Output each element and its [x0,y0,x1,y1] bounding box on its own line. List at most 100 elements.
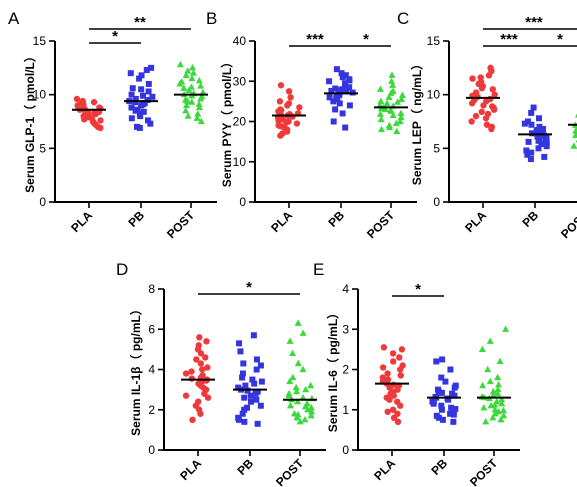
point-pb [542,136,549,143]
point-pb [536,123,543,130]
point-pb [438,406,445,413]
point-post [394,98,402,105]
point-pb [247,392,254,399]
point-pb [140,108,147,115]
point-post [494,385,502,393]
y-tick-label: 6 [148,322,155,336]
point-pb [452,405,459,412]
point-pb [127,70,134,77]
point-pla [394,418,402,426]
point-pla [397,402,404,409]
y-tick-label: 2 [148,403,155,417]
x-tick-label: POST [364,208,397,241]
point-pla [73,95,81,103]
point-pla [396,354,403,361]
point-pla [389,406,397,413]
point-pb [339,86,346,93]
point-post [498,395,506,403]
point-post [572,131,577,139]
point-post [292,383,300,391]
point-pla [202,354,209,361]
point-pb [451,384,458,391]
point-pb [430,397,437,404]
point-pb [540,126,547,133]
point-pb [253,396,260,403]
point-post [479,381,487,389]
point-pla [276,98,284,105]
point-post [187,83,195,90]
point-pb [148,64,155,71]
point-pb [237,348,244,355]
y-tick-label: 0 [148,443,155,457]
point-post [307,381,315,389]
point-pla [485,72,493,79]
point-pb [435,414,442,421]
point-pb [339,74,346,81]
point-post [500,411,508,419]
point-post [498,399,506,407]
point-post [188,74,196,82]
point-post [385,93,393,100]
point-post [397,113,405,121]
y-tick-label: 10 [427,88,441,102]
significance-label: * [363,31,369,48]
point-pb [239,374,246,381]
significance-label: *** [525,14,543,31]
point-pla [478,85,486,92]
point-pb [326,94,333,101]
point-post [393,127,401,135]
x-tick-label: PLA [462,208,489,235]
y-axis-label: Serum LEP（ ng/mL） [409,58,424,185]
y-tick-label: 0 [433,195,440,209]
point-pla [384,376,392,383]
point-pb [528,121,535,128]
point-pb [333,66,340,73]
point-post [491,401,499,408]
point-pb [138,72,145,79]
point-pb [332,85,339,92]
point-pb [524,118,531,125]
point-post [197,117,205,125]
point-pb [538,141,545,148]
point-post [489,414,497,421]
point-pb [445,396,452,403]
significance-label: * [557,31,563,48]
point-pb [145,88,152,95]
point-post [197,82,205,89]
point-pb [145,117,152,124]
point-pla [97,117,104,124]
point-pla [472,112,480,120]
point-post [301,416,309,423]
panel-letter: E [313,260,324,279]
point-pla [468,100,476,107]
x-tick-label: POST [164,208,197,241]
point-post [480,403,488,411]
point-pla [488,125,495,133]
point-post [184,112,192,119]
point-pb [138,86,145,93]
significance-label: *** [306,31,324,48]
y-tick-label: 15 [33,34,47,48]
point-pla [82,107,89,114]
point-pb [527,156,534,163]
point-post [301,402,309,410]
point-pb [254,420,261,427]
point-pb [253,366,260,373]
point-post [176,80,184,87]
y-tick-label: 30 [233,74,247,88]
point-pb [330,118,337,125]
point-pb [534,132,541,139]
y-tick-label: 0 [342,443,349,457]
point-pb [132,107,139,114]
point-pla [197,410,204,417]
point-post [302,385,310,393]
point-pla [188,375,196,382]
point-pla [92,110,99,118]
point-pb [128,115,135,122]
point-post [293,387,301,395]
point-pla [277,82,285,89]
point-post [486,337,494,344]
